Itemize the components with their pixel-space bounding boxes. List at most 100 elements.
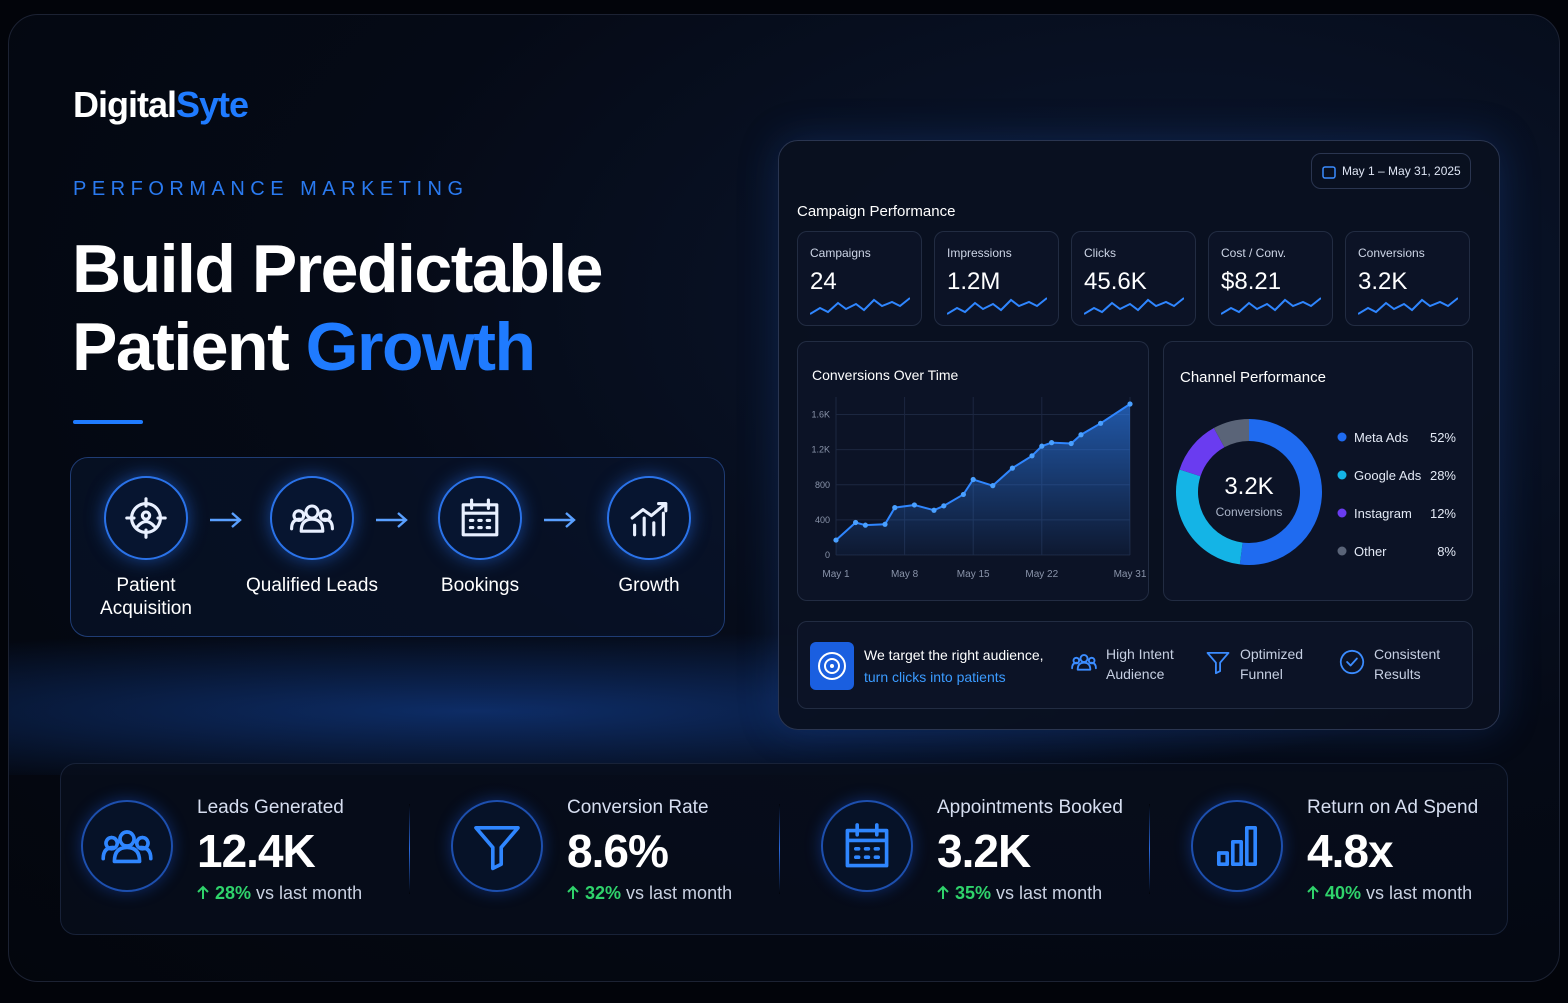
feature-label: Consistent Results	[1374, 646, 1441, 682]
arrow-shape	[210, 512, 242, 528]
icon-shape	[474, 825, 520, 871]
point	[882, 521, 888, 527]
donut-segment	[1176, 469, 1244, 565]
icon-shape	[1216, 825, 1258, 867]
stat-change: 35% vs last month	[937, 883, 1102, 904]
point	[892, 505, 898, 511]
step-icon	[270, 476, 354, 560]
section-title: Campaign Performance	[797, 203, 956, 220]
arrow-shape	[1307, 885, 1319, 899]
point	[960, 491, 966, 498]
y-tick-label: 1.2K	[811, 445, 830, 455]
legend-label: Google Ads	[1354, 468, 1422, 483]
arrow-shape	[567, 885, 579, 899]
sparkline-path	[947, 297, 1047, 315]
people-icon	[101, 830, 153, 864]
arrow-shape	[937, 885, 949, 899]
donut-segment	[1239, 419, 1322, 565]
x-tick-label: May 22	[1025, 569, 1058, 580]
icon-shape	[130, 502, 162, 534]
funnel-icon	[1206, 651, 1230, 675]
funnel-icon	[474, 825, 520, 871]
step-label: Growth	[618, 575, 680, 596]
chart-title: Channel Performance	[1180, 369, 1326, 386]
change-value: 35%	[955, 883, 992, 903]
donut-segment	[1213, 419, 1250, 448]
donut-segment	[1179, 428, 1225, 477]
sparkline	[810, 297, 910, 315]
point	[970, 476, 976, 483]
kpi-value: 24	[810, 268, 837, 295]
target-icon	[810, 642, 854, 690]
x-tick-label: May 8	[891, 569, 919, 580]
sparkline	[1358, 297, 1458, 315]
kpi-value: $8.21	[1221, 268, 1282, 295]
point	[862, 522, 868, 528]
stat: Return on Ad Spend 4.8x 40% vs last month	[1171, 764, 1533, 936]
arrow-shape	[197, 885, 209, 899]
chart-title: Conversions Over Time	[812, 367, 958, 383]
divider	[779, 804, 780, 894]
brand: DigitalSyte	[73, 84, 249, 126]
x-tick-label: May 1	[822, 569, 850, 580]
date-picker[interactable]: May 1 – May 31, 2025	[1311, 153, 1471, 189]
bars-icon	[1216, 825, 1258, 867]
calendar-icon	[461, 498, 499, 537]
point	[911, 502, 917, 508]
banner: We target the right audience, turn clicks…	[797, 621, 1473, 709]
icon-shape	[1071, 654, 1097, 671]
kpi-card: Conversions 3.2K	[1345, 231, 1470, 326]
legend-label: Other	[1354, 544, 1387, 559]
banner-line: We target the right audience,	[864, 647, 1044, 663]
stats: Leads Generated 12.4K 28% vs last month Con…	[60, 763, 1508, 935]
change-note: vs last month	[996, 883, 1103, 903]
icon-shape	[630, 502, 668, 537]
feature-label: Optimized Funnel	[1240, 646, 1304, 682]
brand-accent: Syte	[176, 84, 249, 125]
kpi-label: Clicks	[1084, 246, 1116, 260]
change-note: vs last month	[256, 883, 363, 903]
stat: Conversion Rate 8.6% 32% vs last month	[431, 764, 793, 936]
point	[990, 483, 996, 489]
headline: Patient Growth	[72, 308, 536, 386]
stat: Leads Generated 12.4K 28% vs last month	[61, 764, 423, 936]
legend-dot	[1337, 432, 1347, 442]
value-label: 8%	[1437, 544, 1456, 559]
legend-dot	[1337, 470, 1347, 480]
step-label: Bookings	[440, 575, 520, 596]
banner-text: We target the right audience, turn clicks…	[864, 644, 1044, 688]
sparkline-path	[1084, 297, 1184, 315]
stat-change: 32% vs last month	[567, 883, 732, 904]
change-note: vs last month	[1366, 883, 1473, 903]
arrow	[544, 512, 576, 528]
stat-change: 40% vs last month	[1307, 883, 1472, 904]
center-value: 3.2K	[1224, 473, 1273, 500]
line-chart: Conversions Over Time 0 400 800 1.2K 1.6K May …	[811, 367, 1146, 580]
stat-label: Return on Ad Spend	[1307, 797, 1479, 818]
y-tick-label: 400	[815, 515, 830, 525]
kpi-label: Campaigns	[810, 246, 871, 260]
pie-chart: Channel Performance Meta Ads 52% Google Ads…	[1176, 369, 1456, 565]
sparkline-path	[1221, 297, 1321, 315]
pie-card: Channel Performance Meta Ads 52% Google Ads…	[1163, 341, 1473, 601]
divider	[1149, 804, 1150, 894]
change-value: 32%	[585, 883, 622, 903]
change-value: 40%	[1325, 883, 1362, 903]
headline-text: Patient	[72, 309, 290, 385]
icon-shape	[461, 498, 499, 537]
change-note: vs last month	[626, 883, 733, 903]
point	[941, 503, 947, 509]
up-arrow	[567, 885, 579, 899]
line-card: Conversions Over Time 0 400 800 1.2K 1.6K May …	[797, 341, 1149, 601]
up-arrow	[1307, 885, 1319, 899]
stat-value: 8.6%	[567, 825, 669, 877]
x-tick-label: May 15	[957, 569, 990, 580]
value-label: 52%	[1430, 430, 1456, 445]
stat-label: Leads Generated	[197, 797, 344, 818]
legend-dot	[1337, 546, 1347, 556]
feature-label: High Intent Audience	[1106, 646, 1174, 682]
kpi-label: Conversions	[1358, 246, 1425, 260]
point	[1098, 420, 1104, 426]
stat-icon	[451, 800, 543, 892]
sparkline-path	[1358, 297, 1458, 315]
